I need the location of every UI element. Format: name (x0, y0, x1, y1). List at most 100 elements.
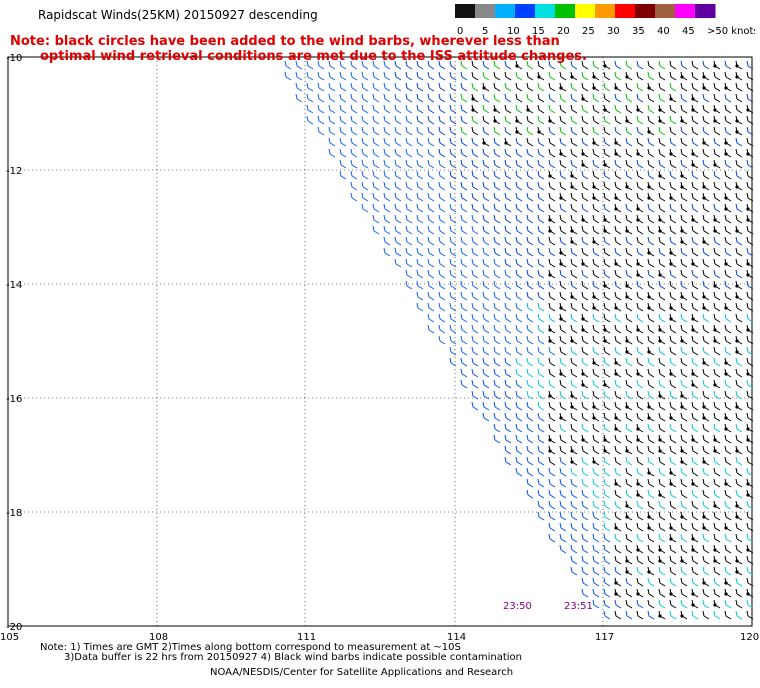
wind-barb (482, 280, 490, 290)
wind-barb (647, 148, 655, 158)
wind-barb (735, 522, 743, 532)
wind-barb (559, 434, 567, 444)
wind-barb (713, 368, 721, 378)
wind-barb (735, 434, 743, 444)
wind-barb (405, 104, 413, 114)
wind-barb (460, 82, 468, 92)
wind-barb (559, 511, 567, 521)
wind-barb (746, 313, 754, 323)
wind-barb (713, 511, 721, 521)
wind-barb (504, 104, 512, 114)
contamination-dot (691, 383, 695, 387)
contamination-dot (592, 416, 596, 420)
wind-barb (603, 368, 611, 378)
wind-barb (658, 522, 666, 532)
wind-barb (438, 214, 446, 224)
lat-tick-label: -14 (6, 280, 22, 291)
wind-barb (603, 357, 611, 367)
wind-barb (658, 93, 666, 103)
contamination-dot (614, 416, 618, 420)
wind-barb (471, 401, 479, 411)
wind-barb (515, 236, 523, 246)
wind-barb (669, 181, 677, 191)
wind-barb (449, 302, 457, 312)
wind-barb (493, 82, 501, 92)
wind-barb (614, 214, 622, 224)
wind-barb (537, 93, 545, 103)
lat-tick-label: -16 (6, 394, 22, 405)
wind-barb (339, 82, 347, 92)
wind-barb (482, 357, 490, 367)
note-line-2: optimal wind retrieval conditions are me… (40, 49, 587, 64)
legend-swatch (495, 4, 516, 18)
wind-barb (592, 577, 600, 587)
wind-barb (493, 181, 501, 191)
wind-barb (427, 126, 435, 136)
wind-barb (284, 71, 292, 81)
contamination-dot (669, 196, 673, 200)
contamination-dot (735, 75, 739, 79)
wind-barb (647, 335, 655, 345)
wind-barb (537, 236, 545, 246)
wind-barb (669, 445, 677, 455)
contamination-dot (548, 339, 552, 343)
wind-barb (537, 104, 545, 114)
wind-barb (526, 236, 534, 246)
wind-barb (471, 379, 479, 389)
contamination-dot (570, 295, 574, 299)
wind-barb (658, 599, 666, 609)
wind-barb (526, 390, 534, 400)
wind-barb (504, 368, 512, 378)
wind-barb (592, 500, 600, 510)
wind-barb (636, 335, 644, 345)
footer-credit: NOAA/NESDIS/Center for Satellite Applica… (210, 667, 514, 678)
wind-barb (306, 71, 314, 81)
contamination-dot (647, 251, 651, 255)
wind-barb (735, 599, 743, 609)
wind-barb (647, 445, 655, 455)
wind-barb (680, 357, 688, 367)
wind-barb (735, 258, 743, 268)
wind-barb (735, 236, 743, 246)
wind-barb (581, 280, 589, 290)
wind-barb (537, 412, 545, 422)
wind-barb (702, 500, 710, 510)
wind-barb (306, 104, 314, 114)
wind-barb (625, 247, 633, 257)
contamination-dot (680, 75, 684, 79)
wind-barb (570, 313, 578, 323)
wind-barb (438, 324, 446, 334)
wind-barb (669, 60, 677, 70)
wind-barb (548, 291, 556, 301)
wind-barb (570, 93, 578, 103)
wind-barb (471, 346, 479, 356)
wind-barb (647, 544, 655, 554)
wind-barb (614, 126, 622, 136)
wind-barb (526, 71, 534, 81)
contamination-dot (592, 361, 596, 365)
wind-barb (460, 225, 468, 235)
contamination-dot (735, 295, 739, 299)
contamination-dot (680, 185, 684, 189)
legend-label: 30 (607, 26, 620, 36)
wind-barb (713, 610, 721, 620)
wind-barb (405, 203, 413, 213)
wind-barb (702, 247, 710, 257)
wind-barb (372, 148, 380, 158)
wind-barb (526, 225, 534, 235)
wind-barb (625, 148, 633, 158)
wind-barb (625, 412, 633, 422)
contamination-dot (581, 328, 585, 332)
wind-barb (570, 192, 578, 202)
contamination-dot (680, 515, 684, 519)
wind-barb (669, 291, 677, 301)
map-frame (7, 56, 753, 627)
contamination-dot (724, 416, 728, 420)
wind-barb (581, 126, 589, 136)
wind-barb (614, 489, 622, 499)
wind-barb (592, 280, 600, 290)
contamination-dot (603, 284, 607, 288)
wind-barb (383, 225, 391, 235)
wind-barb (405, 192, 413, 202)
wind-barb (680, 104, 688, 114)
